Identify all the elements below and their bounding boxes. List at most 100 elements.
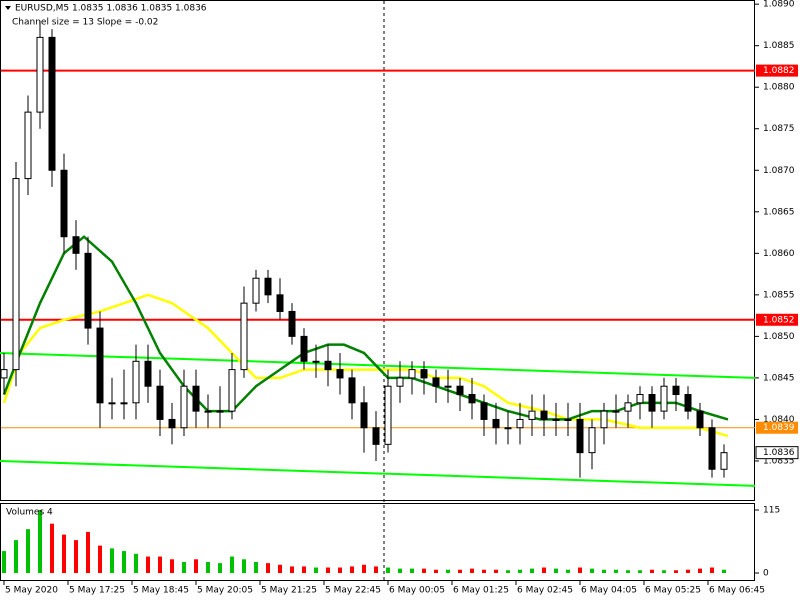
volume-bar [662,570,666,573]
volume-bar [410,568,414,573]
volume-bar [254,562,258,573]
volume-bar [218,563,222,573]
volume-bar [710,567,714,573]
candle-body [444,385,452,388]
candle-body [468,394,476,404]
volume-bar [194,559,198,573]
volume-bar [566,569,570,573]
candle-body [192,385,200,412]
candle-body [60,169,68,238]
volume-bar [674,570,678,573]
candle-body [636,394,644,404]
volume-bar [506,570,510,573]
level-label-box [756,64,798,77]
x-tick-label: 5 May 22:45 [325,586,381,596]
candle-body [648,394,656,412]
volume-bar [278,564,282,573]
candle-body [264,277,272,296]
volume-bar [602,569,606,573]
y-tick-label: 1.0870 [763,166,795,176]
volume-bar [14,540,18,573]
candle-body [360,402,368,429]
current-price-label: 1.0836 [763,448,795,458]
volume-bar [374,566,378,573]
volume-bar [290,566,294,573]
volume-bar [110,548,114,573]
volume-bar [302,566,306,573]
current-price-box [755,446,799,460]
candle-body [576,418,584,454]
candle-body [144,360,152,387]
volume-bar [338,567,342,573]
volume-bar [518,569,522,573]
volume-bar [38,510,42,573]
y-tick-label: 1.0840 [763,415,795,425]
volume-bar [86,531,90,573]
volume-bar [146,556,150,573]
y-tick-label: 1.0880 [763,83,795,93]
candle-body [672,385,680,396]
candle-body [720,452,728,470]
volume-bar [638,570,642,573]
y-tick-label: 1.0855 [763,290,795,300]
x-tick-label: 5 May 20:05 [197,586,253,596]
volume-bar [494,569,498,573]
volume-bar [26,529,30,573]
x-tick-label: 5 May 18:45 [133,586,189,596]
candle-body [300,335,308,362]
candle-body [48,36,56,171]
candle-body [684,394,692,412]
candle-body [276,294,284,312]
candle-body [312,360,320,363]
volume-bar [2,551,6,573]
candle-body [432,377,440,387]
x-tick-label: 6 May 00:05 [389,586,445,596]
level-label: 1.0882 [763,66,795,76]
volume-bar [434,569,438,573]
candle-body [180,385,188,429]
y-tick-label: 1.0860 [763,249,795,259]
candle-body [492,418,500,429]
candle-body [288,310,296,337]
candle-body [108,402,116,405]
volume-bar [98,545,102,573]
volume-bar [626,570,630,573]
volume-bar [74,540,78,573]
volume-bar [134,553,138,573]
volume-bar [350,566,354,573]
candle-body [120,402,128,405]
candle-body [216,410,224,413]
level-label: 1.0852 [763,315,795,325]
level-label-box [756,313,798,326]
y-tick-label: 1.0835 [763,456,795,466]
volume-bar [578,567,582,573]
volume-bar [122,551,126,573]
candle-body [240,302,248,371]
y-tick-label: 1.0865 [763,207,795,217]
candle-body [0,369,8,379]
volume-title: Volumes 4 [6,508,53,518]
volume-bar [614,569,618,573]
moving-average [2,293,729,438]
candle-body [24,111,32,180]
candle-body [384,385,392,445]
candle-body [504,427,512,430]
volume-bar [170,559,174,573]
y-tick-label: 1.0845 [763,373,795,383]
candle-body [480,402,488,420]
candle-body [252,277,260,304]
volume-bar [698,568,702,573]
level-label: 1.0839 [763,423,795,433]
candle-body [420,369,428,379]
volume-bar [458,569,462,573]
candle-body [552,418,560,421]
candle-body [72,236,80,254]
volume-bar [722,569,726,573]
volume-bar [314,567,318,573]
volume-bar [686,569,690,573]
volume-bar [182,562,186,573]
candle-body [564,418,572,421]
candle-body [12,178,20,371]
candle-body [456,385,464,396]
candle-body [408,369,416,379]
